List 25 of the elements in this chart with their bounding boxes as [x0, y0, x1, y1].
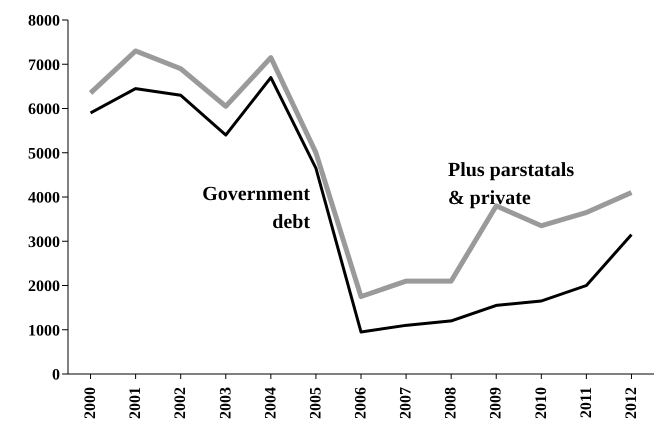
series-label: Government debt — [202, 183, 310, 233]
x-tick-label: 2005 — [307, 387, 324, 419]
x-tick-label: 2000 — [82, 387, 100, 419]
y-tick-label: 3000 — [28, 234, 60, 251]
line-series — [89, 76, 633, 334]
y-tick-label: 1000 — [28, 322, 60, 340]
y-tick-label: 4000 — [28, 190, 60, 207]
y-tick-label: 8000 — [28, 12, 60, 30]
x-tick-label: 2004 — [262, 387, 280, 419]
x-tick-label: 2012 — [622, 387, 640, 419]
y-tick-label: 2000 — [28, 278, 60, 296]
x-tick-label: 2006 — [352, 387, 370, 419]
x-tick-label: 2002 — [172, 387, 190, 419]
x-tick-label: 2003 — [217, 387, 234, 419]
series-label: Plus parstatals & private — [448, 159, 574, 209]
y-tick-label: 0 — [52, 366, 60, 384]
y-tick-label: 6000 — [28, 101, 60, 118]
y-tick-label: 7000 — [28, 56, 60, 74]
x-tick-label: 2001 — [127, 387, 144, 419]
x-tick-label: 2008 — [442, 387, 460, 419]
x-tick-label: 2007 — [398, 387, 415, 419]
x-tick-label: 2010 — [532, 387, 550, 419]
y-tick-label: 5000 — [28, 145, 60, 162]
x-tick-label: 2009 — [488, 387, 505, 419]
x-tick-label: 2011 — [578, 387, 595, 418]
